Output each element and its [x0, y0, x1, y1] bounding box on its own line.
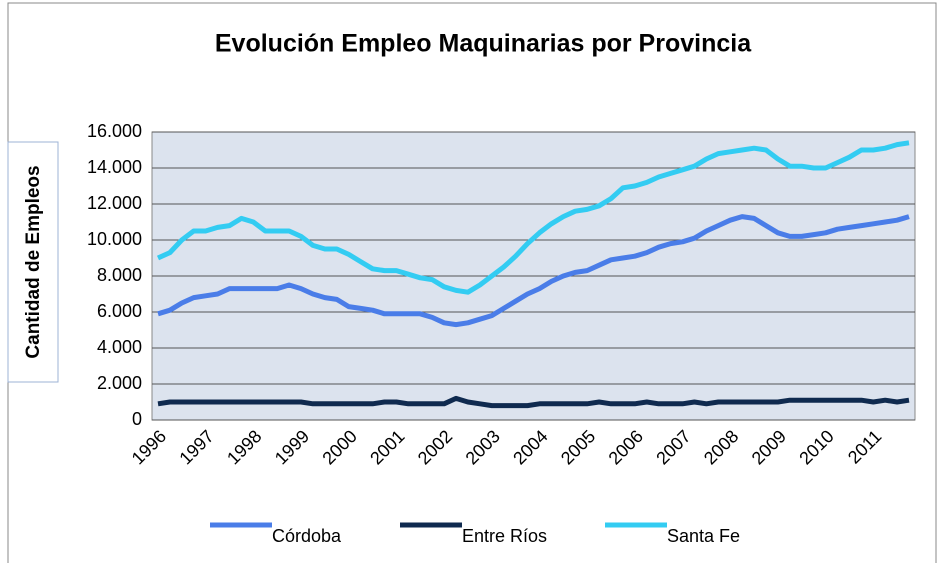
chart-title: Evolución Empleo Maquinarias por Provinc… [215, 30, 752, 58]
y-tick-label: 4.000 [97, 337, 142, 357]
y-axis-label: Cantidad de Empleos [23, 165, 44, 358]
y-tick-label: 6.000 [97, 301, 142, 321]
y-tick-label: 8.000 [97, 265, 142, 285]
series-line [157, 214, 910, 328]
y-tick-label: 14.000 [87, 157, 142, 177]
legend-label: Santa Fe [667, 526, 740, 546]
y-tick-label: 0 [132, 409, 142, 429]
y-tick-label: 16.000 [87, 121, 142, 141]
series-line [156, 140, 910, 295]
y-tick-label: 10.000 [87, 229, 142, 249]
legend-label: Córdoba [272, 526, 342, 546]
y-tick-label: 2.000 [97, 373, 142, 393]
y-tick-label: 12.000 [87, 193, 142, 213]
y-label-box [7, 141, 59, 383]
legend-label: Entre Ríos [462, 526, 547, 546]
series-line [157, 395, 910, 409]
